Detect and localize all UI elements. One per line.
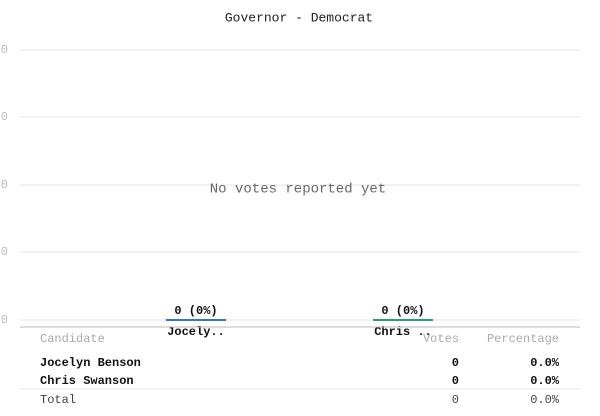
total-label: Total <box>40 393 76 407</box>
votes: 0 <box>452 356 459 370</box>
empty-message: No votes reported yet <box>210 182 386 198</box>
total-votes: 0 <box>452 393 459 407</box>
table-header: Percentage <box>487 332 559 346</box>
y-axis-label: 0 <box>1 110 8 124</box>
candidate-name: Chris Swanson <box>40 374 134 388</box>
bar <box>166 319 226 321</box>
bars: 0 (0%) Jocely.. 0 (0%) Chris .. <box>166 304 433 339</box>
percentage: 0.0% <box>530 356 560 370</box>
bar-value-label: 0 (0%) <box>381 304 424 318</box>
percentage: 0.0% <box>530 374 560 388</box>
votes: 0 <box>452 374 459 388</box>
x-tick-label: Chris .. <box>374 325 432 339</box>
table-header: Votes <box>423 332 459 346</box>
candidate-name: Jocelyn Benson <box>40 356 141 370</box>
chart-title: Governor - Democrat <box>225 10 373 25</box>
x-tick-label: Jocely.. <box>167 325 225 339</box>
y-axis-label: 0 <box>1 313 8 327</box>
total-percentage: 0.0% <box>530 393 560 407</box>
y-axis-label: 0 <box>1 43 8 57</box>
table-header: Candidate <box>40 332 105 346</box>
y-axis-label: 0 <box>1 245 8 259</box>
bar <box>373 319 433 321</box>
y-axis-label: 0 <box>1 178 8 192</box>
bar-value-label: 0 (0%) <box>174 304 217 318</box>
